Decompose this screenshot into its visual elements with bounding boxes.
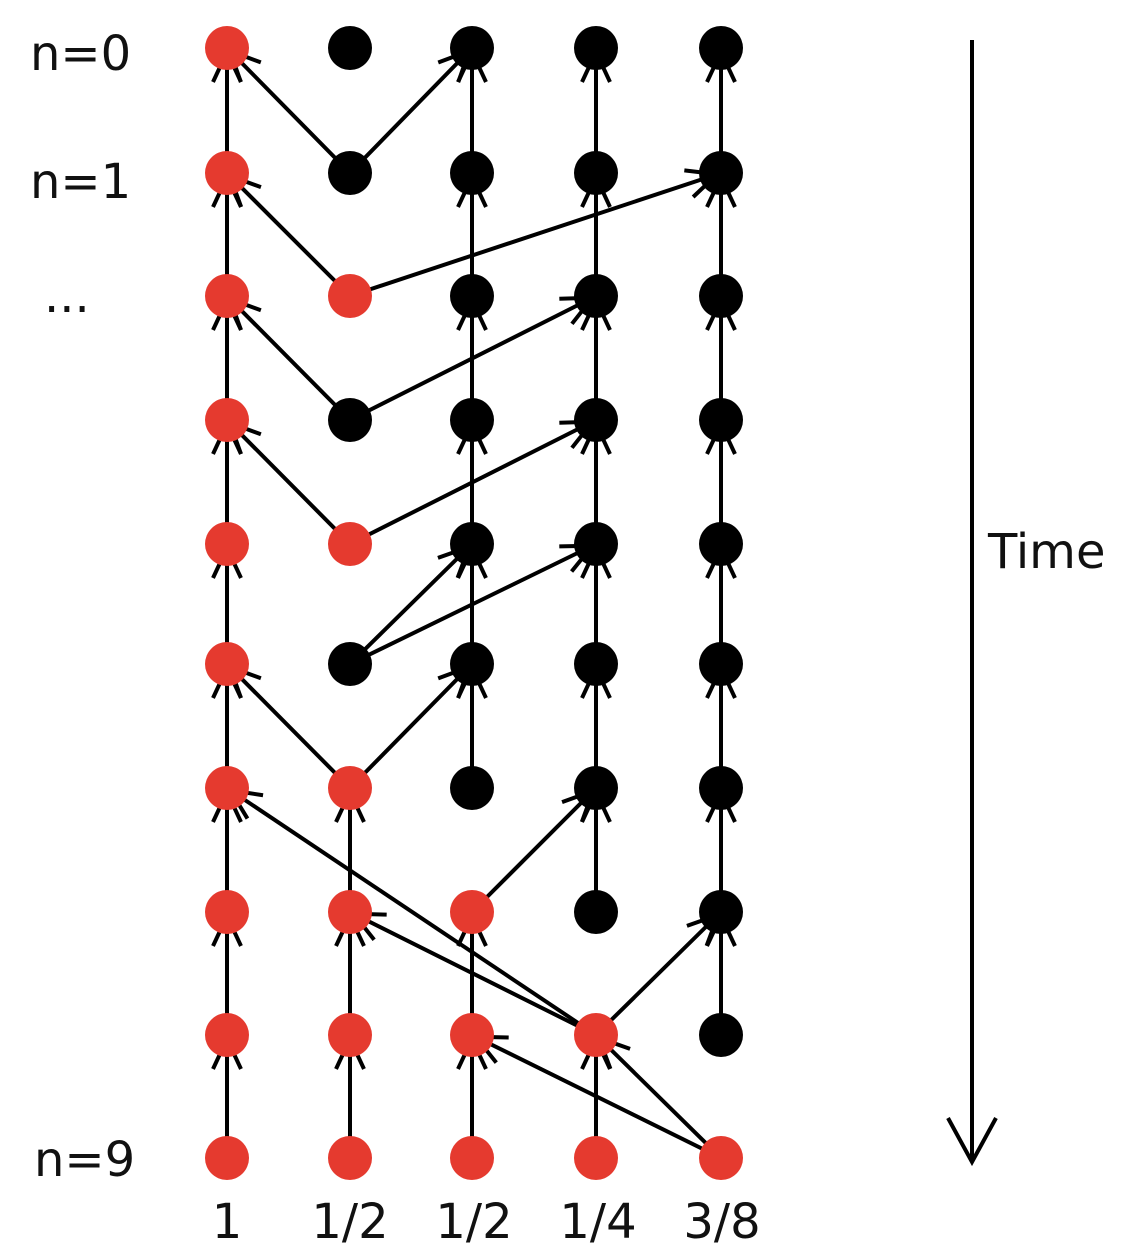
black-node <box>450 766 494 810</box>
black-node <box>450 151 494 195</box>
red-node <box>328 1013 372 1057</box>
black-node <box>450 26 494 70</box>
red-node <box>205 274 249 318</box>
diagonal-arrow <box>348 662 474 790</box>
red-node <box>450 1136 494 1180</box>
red-node <box>205 766 249 810</box>
red-node <box>574 1013 618 1057</box>
black-node <box>328 398 372 442</box>
diagonal-arrow <box>225 786 598 1037</box>
black-node <box>699 398 743 442</box>
black-node <box>699 1013 743 1057</box>
time-label: Time <box>987 524 1105 580</box>
red-node <box>699 1136 743 1180</box>
black-node <box>699 26 743 70</box>
black-node <box>574 26 618 70</box>
diagonal-arrow <box>348 542 474 666</box>
red-node <box>205 522 249 566</box>
black-node <box>574 398 618 442</box>
column-label-2: 1/2 <box>311 1194 388 1250</box>
edges-layer <box>211 46 737 1160</box>
black-node <box>699 642 743 686</box>
red-node <box>205 151 249 195</box>
red-node <box>328 274 372 318</box>
diagonal-arrow <box>470 786 598 914</box>
row-label-n9: n=9 <box>34 1132 135 1188</box>
red-node <box>450 890 494 934</box>
red-node <box>205 398 249 442</box>
column-label-4: 1/4 <box>559 1194 636 1250</box>
diagonal-arrow <box>594 910 723 1037</box>
red-node <box>328 1136 372 1180</box>
red-node <box>328 522 372 566</box>
time-arrow-head <box>946 1117 998 1167</box>
black-node <box>574 151 618 195</box>
black-node <box>699 522 743 566</box>
diagonal-arrow <box>225 46 352 175</box>
black-node <box>699 766 743 810</box>
diagonal-arrow <box>225 171 352 298</box>
red-node <box>450 1013 494 1057</box>
black-node <box>450 398 494 442</box>
column-label-3: 1/2 <box>435 1194 512 1250</box>
black-node <box>699 890 743 934</box>
black-node <box>574 274 618 318</box>
black-node <box>450 522 494 566</box>
black-node <box>699 151 743 195</box>
black-node <box>450 642 494 686</box>
diagonal-arrow <box>225 418 352 546</box>
row-label-n1: n=1 <box>30 154 131 210</box>
red-node <box>328 890 372 934</box>
black-node <box>699 274 743 318</box>
black-node <box>574 642 618 686</box>
black-node <box>574 522 618 566</box>
black-node <box>328 151 372 195</box>
row-label-n0: n=0 <box>30 26 131 82</box>
diagonal-arrow <box>225 294 352 422</box>
diagonal-arrow <box>348 46 474 175</box>
diagonal-arrow <box>225 662 352 790</box>
red-node <box>574 1136 618 1180</box>
red-node <box>205 1136 249 1180</box>
red-node <box>205 26 249 70</box>
black-node <box>574 766 618 810</box>
black-node <box>450 274 494 318</box>
column-label-5: 3/8 <box>683 1194 760 1250</box>
red-node <box>328 766 372 810</box>
row-label-ellipsis: ... <box>44 268 90 324</box>
red-node <box>205 890 249 934</box>
black-node <box>574 890 618 934</box>
black-node <box>328 642 372 686</box>
nodes-layer <box>205 26 743 1180</box>
diagonal-arrow <box>594 1033 723 1160</box>
red-node <box>205 642 249 686</box>
black-node <box>328 26 372 70</box>
red-node <box>205 1013 249 1057</box>
diagonal-arrow <box>349 168 722 298</box>
column-label-1: 1 <box>212 1194 243 1250</box>
